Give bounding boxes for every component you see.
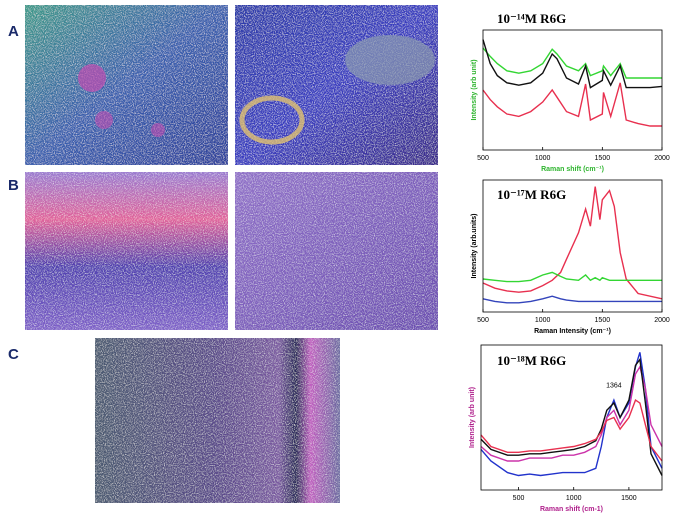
plot-frame	[482, 29, 663, 151]
x-tick-label: 1500	[595, 317, 611, 324]
chart-title: 10⁻¹⁴M R6G	[497, 11, 566, 26]
y-axis-label: Intensity (arb.units)	[471, 214, 478, 279]
plot-frame	[480, 344, 663, 491]
micrographs	[25, 5, 438, 503]
spectrum	[482, 82, 662, 127]
x-tick-label: 500	[477, 155, 489, 162]
spectrum	[480, 357, 663, 476]
x-tick-label: 500	[477, 317, 489, 324]
plot-frame	[482, 179, 663, 313]
x-tick-label: 2000	[654, 155, 670, 162]
x-axis-label: Raman shift (cm-1)	[540, 506, 603, 513]
spectrum	[482, 39, 663, 89]
spot	[95, 111, 113, 129]
x-axis-label: Raman shift (cm⁻¹)	[541, 166, 604, 173]
micrograph	[235, 5, 438, 165]
x-axis-label: Raman Intensity (cm⁻¹)	[534, 328, 611, 335]
spectrum	[480, 365, 663, 462]
x-tick-label: 1500	[595, 155, 611, 162]
spectrum	[482, 271, 662, 283]
micrograph	[235, 172, 438, 330]
annotation: 1364	[606, 382, 622, 389]
x-tick-label: 1000	[535, 155, 551, 162]
x-tick-label: 1500	[621, 495, 637, 502]
chart-title: 10⁻¹⁸M R6G	[497, 353, 566, 368]
spectrum	[482, 295, 662, 304]
x-tick-label: 1000	[535, 317, 551, 324]
spectrum	[480, 399, 663, 462]
y-axis-label: Intensity (arb unit)	[471, 59, 478, 120]
spot	[151, 123, 165, 137]
panel-label: A	[8, 23, 19, 40]
micrograph	[95, 338, 340, 503]
x-tick-label: 500	[513, 495, 525, 502]
chart-title: 10⁻¹⁷M R6G	[497, 187, 566, 202]
spot	[78, 64, 106, 92]
panel-label: B	[8, 177, 19, 194]
x-tick-label: 2000	[654, 317, 670, 324]
spectrum	[482, 186, 663, 300]
panel-label: C	[8, 346, 19, 363]
micrograph	[25, 5, 228, 165]
spectrum	[480, 352, 663, 477]
spectrum	[482, 47, 662, 79]
y-axis-label: Intensity (arb unit)	[469, 387, 476, 448]
film	[345, 35, 435, 85]
film	[239, 95, 305, 145]
micrograph	[25, 172, 228, 330]
x-tick-label: 1000	[566, 495, 582, 502]
